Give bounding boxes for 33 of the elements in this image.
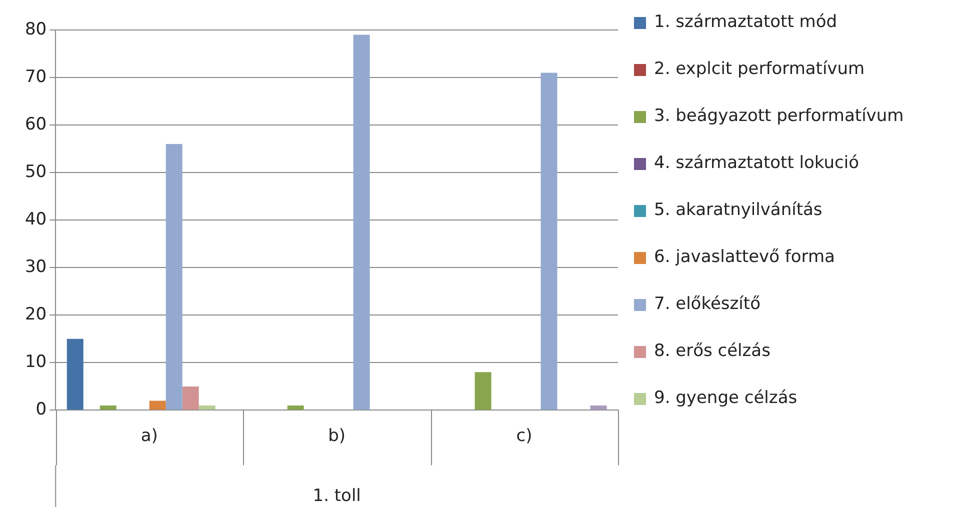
y-tick-label: 40 bbox=[24, 210, 47, 230]
bar bbox=[149, 400, 166, 410]
bar bbox=[590, 405, 607, 410]
legend-label: 1. származtatott mód bbox=[654, 12, 838, 33]
legend-label: 2. explcit performatívum bbox=[654, 59, 865, 80]
y-tick-label: 80 bbox=[24, 19, 47, 40]
legend-label: 5. akaratnyilvánítás bbox=[654, 200, 822, 221]
bar bbox=[182, 386, 199, 410]
y-tick-label: 0 bbox=[36, 400, 47, 420]
bar bbox=[287, 405, 304, 410]
bar bbox=[353, 34, 370, 410]
y-tick-label: 10 bbox=[24, 352, 47, 372]
legend-label: 7. előkészítő bbox=[654, 294, 760, 315]
bar bbox=[198, 405, 216, 410]
bar bbox=[540, 72, 558, 410]
y-tick-label: 70 bbox=[24, 66, 47, 87]
legend-label: 4. származtatott lokució bbox=[654, 153, 859, 174]
legend-label: 8. erős célzás bbox=[654, 341, 770, 362]
x-tick-label: b) bbox=[328, 426, 346, 446]
legend-label: 9. gyenge célzás bbox=[654, 388, 798, 409]
y-tick-label: 20 bbox=[24, 304, 47, 325]
y-tick-label: 60 bbox=[24, 114, 47, 134]
legend-label: 3. beágyazott performatívum bbox=[654, 106, 904, 127]
bar bbox=[100, 405, 116, 410]
bar bbox=[474, 372, 492, 410]
bar bbox=[66, 338, 84, 410]
y-tick-label: 50 bbox=[24, 162, 47, 182]
x-tick-label: c) bbox=[516, 426, 532, 446]
x-tick-label: a) bbox=[140, 426, 158, 446]
legend-label: 6. javaslattevő forma bbox=[654, 247, 835, 268]
y-tick-label: 30 bbox=[24, 257, 47, 278]
bar bbox=[166, 144, 182, 410]
x-axis-title: 1. toll bbox=[312, 486, 361, 506]
